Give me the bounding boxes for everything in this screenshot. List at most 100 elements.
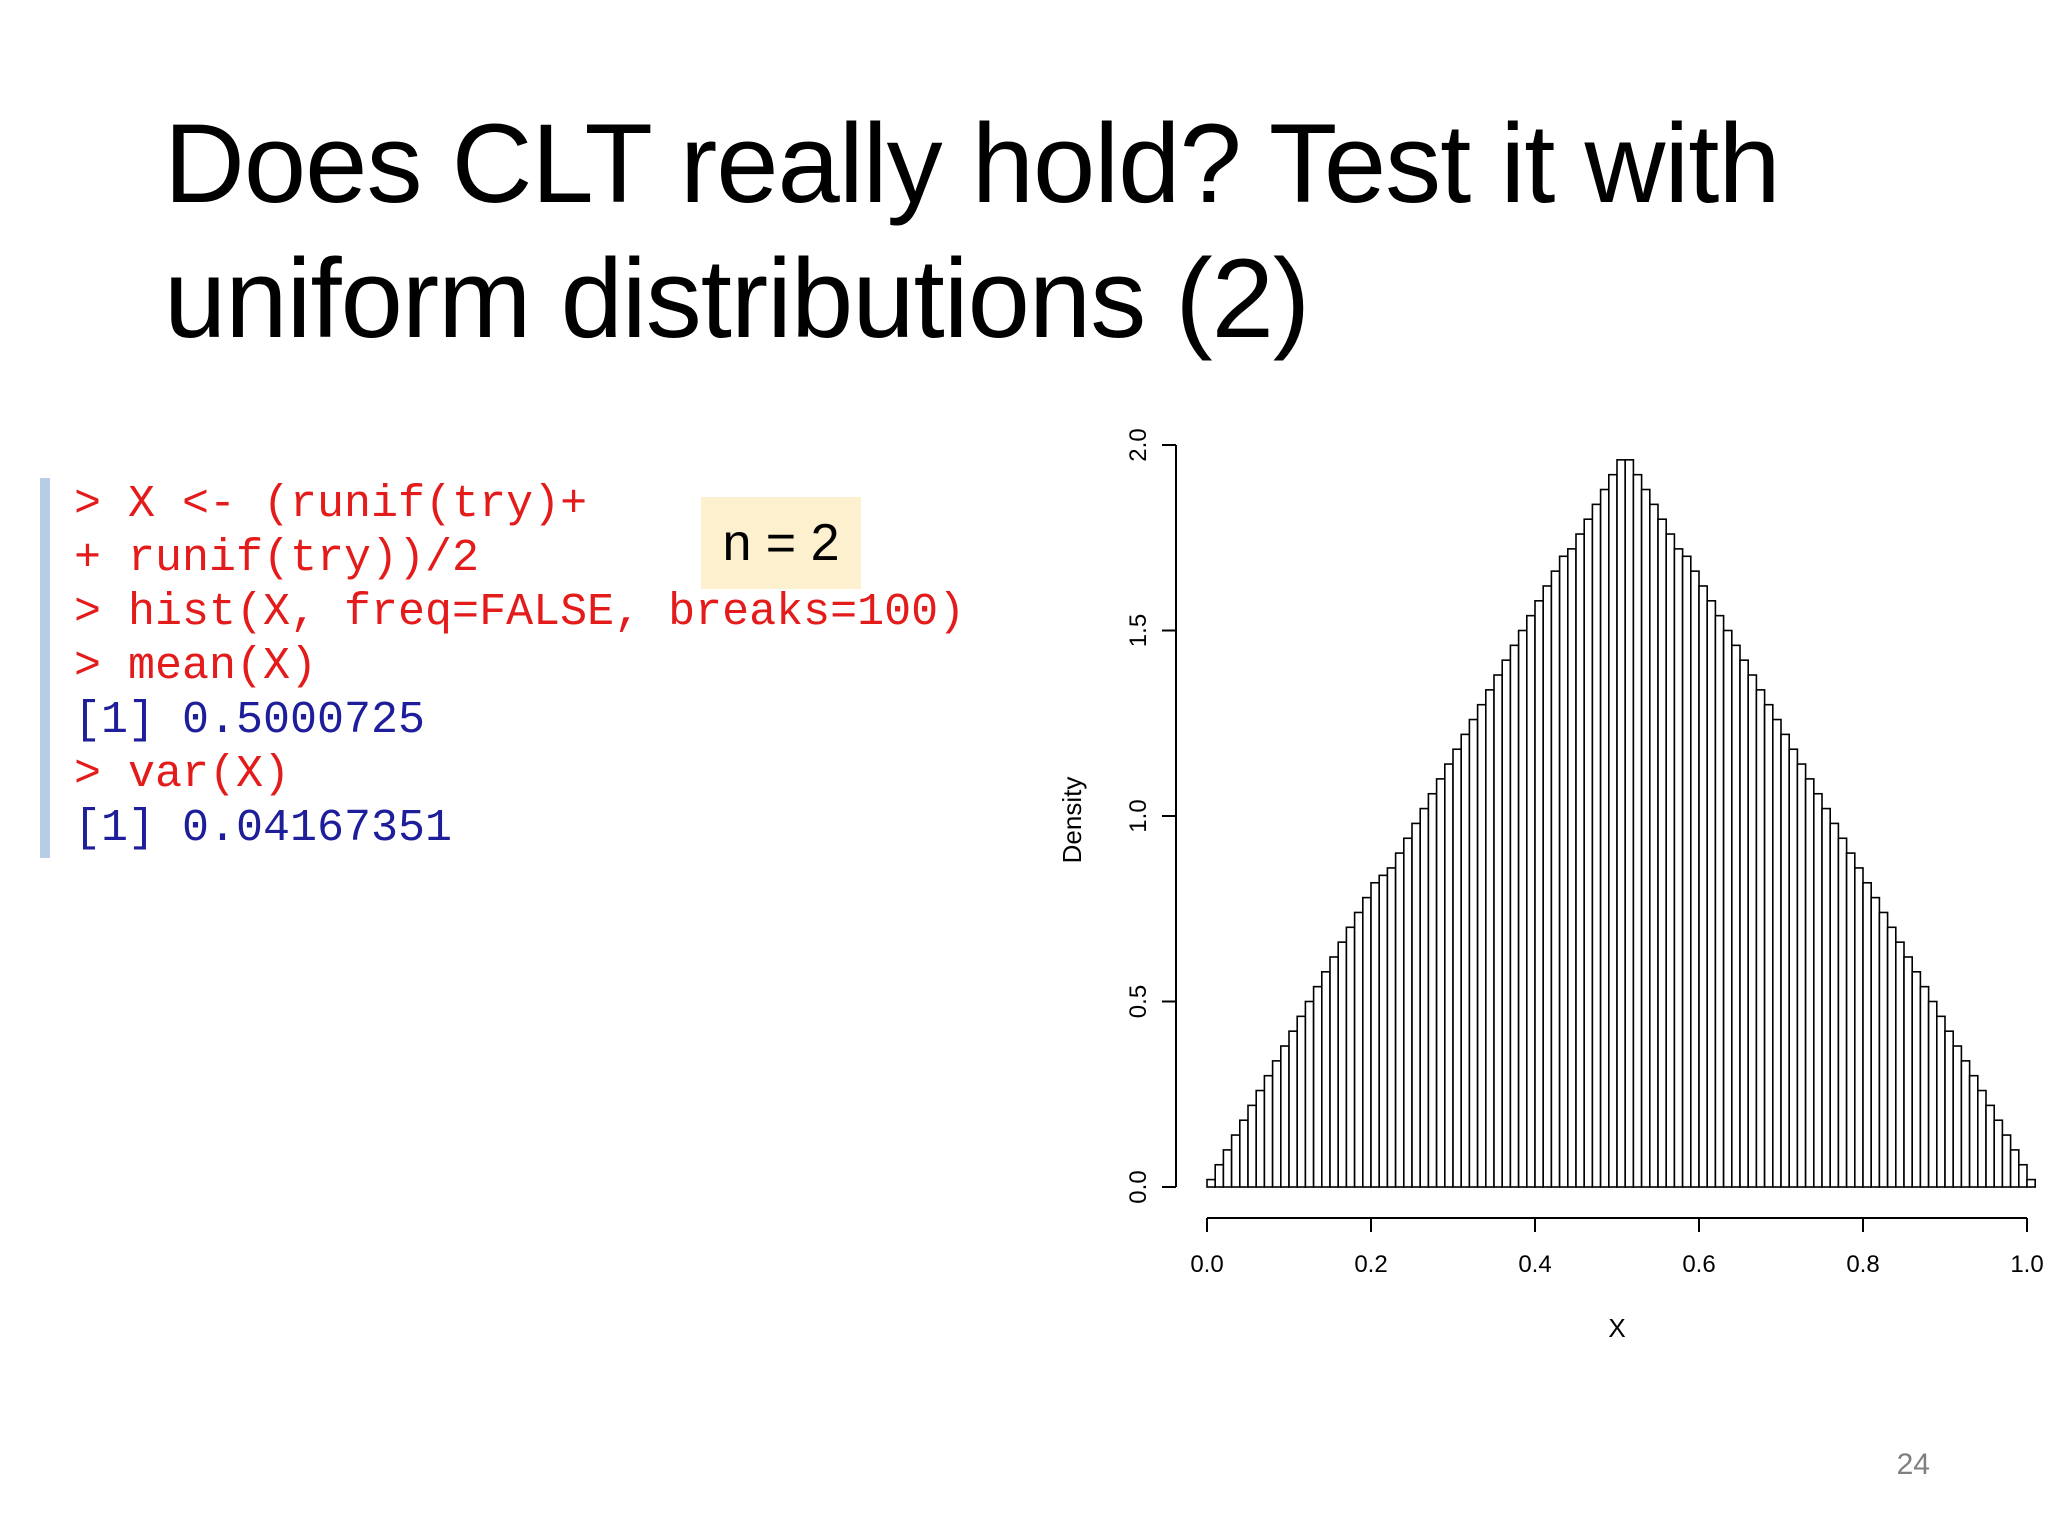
histogram-bar	[1255, 1089, 1266, 1188]
histogram-bar	[1936, 1015, 1946, 1188]
histogram-bar	[1886, 926, 1897, 1188]
histogram-bar	[1649, 503, 1659, 1188]
histogram-bar	[1583, 518, 1594, 1188]
histogram-bar	[1550, 570, 1561, 1188]
x-tick-label: 0.4	[1518, 1251, 1551, 1278]
histogram-bar	[1804, 778, 1815, 1188]
y-tick-label: 2.0	[1125, 428, 1152, 461]
console-line: + runif(try))/2	[74, 533, 480, 584]
histogram-bar	[1739, 659, 1749, 1188]
histogram-bar	[1452, 748, 1462, 1188]
histogram-bar	[1206, 1178, 1216, 1188]
histogram-bar	[1813, 792, 1823, 1188]
x-tick-label: 1.0	[2010, 1251, 2043, 1278]
histogram-bar	[1845, 852, 1856, 1188]
histogram-bar	[1714, 614, 1725, 1188]
histogram-bar	[1247, 1104, 1257, 1188]
histogram-bar	[1673, 548, 1684, 1188]
histogram-bar	[1747, 674, 1758, 1188]
histogram-bar	[1944, 1030, 1954, 1188]
console-line: > hist(X, freq=FALSE, breaks=100)	[74, 587, 966, 638]
histogram-bars	[1206, 459, 2036, 1188]
histogram-bar	[1796, 763, 1807, 1188]
axes	[1162, 444, 2028, 1232]
histogram-bar	[1493, 674, 1503, 1188]
histogram-bar	[1854, 867, 1864, 1188]
tick-labels: 0.0 0.2 0.4 0.6 0.8 1.0 0.0 0.5 1.0 1.5 2.0	[1125, 428, 2044, 1278]
histogram-bar	[1288, 1030, 1298, 1188]
histogram-bar	[1370, 881, 1380, 1188]
histogram-bar	[1985, 1104, 1995, 1188]
histogram-bar	[1526, 614, 1536, 1188]
histogram-bar	[1960, 1060, 1971, 1188]
histogram-bar	[1599, 488, 1610, 1188]
histogram-bar	[1230, 1134, 1241, 1188]
histogram-bar	[1632, 473, 1643, 1188]
histogram-bar	[1624, 459, 1635, 1188]
histogram-bar	[1427, 792, 1438, 1188]
histogram-bar	[1698, 585, 1708, 1188]
y-tick-label: 0.0	[1125, 1170, 1152, 1203]
histogram-bar	[1927, 1000, 1938, 1188]
histogram-bar	[1403, 837, 1413, 1188]
histogram-bar	[1575, 533, 1585, 1188]
histogram-bar	[1460, 733, 1471, 1188]
histogram-bar	[1485, 689, 1495, 1188]
histogram-bar	[1821, 807, 1831, 1188]
x-tick-label: 0.6	[1682, 1251, 1715, 1278]
histogram-bar	[1534, 600, 1544, 1188]
histogram-bar	[1345, 926, 1356, 1188]
histogram-bar	[1722, 629, 1733, 1188]
histogram-bar	[1870, 896, 1881, 1188]
histogram-bar	[1690, 570, 1700, 1188]
histogram-bar	[1435, 778, 1446, 1188]
histogram-bar	[1329, 956, 1339, 1188]
sample-size-callout: n = 2	[701, 497, 861, 589]
console-line: [1] 0.04167351	[74, 803, 453, 854]
console-line: > mean(X)	[74, 641, 318, 692]
histogram-bar	[2009, 1149, 2020, 1188]
histogram-bar	[1542, 585, 1553, 1188]
page-number: 24	[1896, 1448, 1930, 1481]
histogram-bar	[1214, 1163, 1225, 1188]
x-axis-label: X	[1608, 1313, 1625, 1343]
histogram-bar	[1878, 911, 1889, 1188]
histogram-bar	[2026, 1178, 2036, 1188]
histogram-bar	[1829, 822, 1840, 1188]
histogram-bar	[1616, 459, 1626, 1188]
histogram-bar	[1591, 503, 1602, 1188]
histogram-bar	[1567, 548, 1577, 1188]
histogram-bar	[1386, 867, 1397, 1188]
histogram-bar	[1788, 748, 1799, 1188]
histogram-bar	[1665, 533, 1676, 1188]
y-tick-label: 0.5	[1125, 985, 1152, 1018]
histogram-bar	[1952, 1045, 1963, 1188]
histogram-bar	[1911, 971, 1922, 1188]
histogram-bar	[1903, 956, 1913, 1188]
histogram-bar	[1681, 555, 1692, 1188]
histogram-bar	[1222, 1149, 1233, 1188]
x-tick-label: 0.2	[1354, 1251, 1387, 1278]
histogram-bar	[1772, 718, 1782, 1188]
y-axis-label: Density	[1057, 777, 1087, 864]
histogram-bar	[2001, 1134, 2012, 1188]
histogram-bar	[1509, 644, 1520, 1188]
histogram-bar	[1501, 659, 1512, 1188]
histogram-bar	[1657, 518, 1667, 1188]
y-tick-label: 1.0	[1125, 799, 1152, 832]
histogram-bar	[1919, 985, 1930, 1188]
histogram-bar	[1763, 703, 1774, 1188]
histogram-bar	[1321, 971, 1331, 1188]
histogram-bar	[1755, 689, 1766, 1188]
slide-title: Does CLT really hold? Test it with unifo…	[164, 101, 1781, 361]
r-console-snippet: > X <- (runif(try)+ + runif(try))/2 > hi…	[40, 478, 1060, 858]
histogram-bar	[1837, 837, 1848, 1188]
histogram-bar	[1394, 852, 1405, 1188]
histogram-bar	[1271, 1060, 1282, 1188]
console-line: [1] 0.5000725	[74, 695, 426, 746]
x-tick-label: 0.0	[1190, 1251, 1223, 1278]
histogram-bar	[1353, 911, 1364, 1188]
console-line: > X <- (runif(try)+	[74, 479, 588, 530]
histogram-bar	[1731, 644, 1741, 1188]
